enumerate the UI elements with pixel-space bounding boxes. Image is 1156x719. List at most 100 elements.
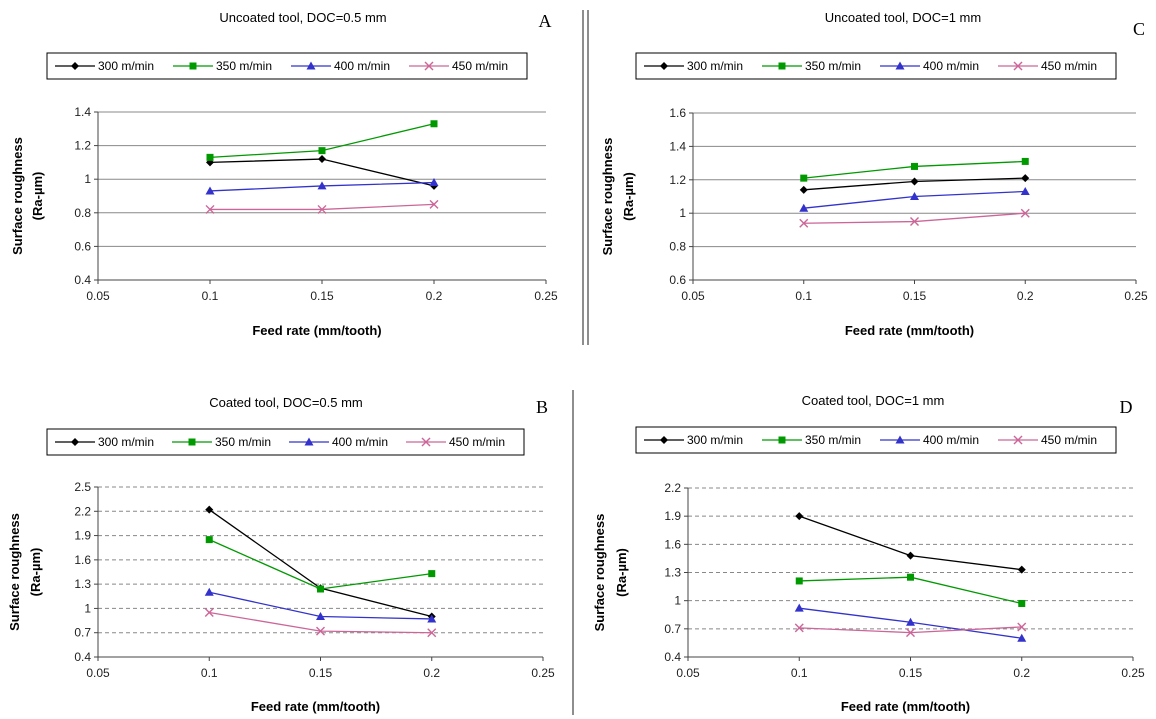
series-350-m-min bbox=[795, 573, 1026, 607]
data-point bbox=[911, 162, 918, 170]
y-tick-label: 0.4 bbox=[664, 650, 681, 664]
y-tick-label: 1.6 bbox=[74, 553, 91, 567]
legend-label: 450 m/min bbox=[449, 435, 505, 449]
x-axis-label: Feed rate (mm/tooth) bbox=[841, 699, 970, 714]
data-point bbox=[316, 626, 325, 636]
legend-item: 350 m/min bbox=[172, 435, 271, 449]
data-point bbox=[1021, 174, 1030, 183]
series-350-m-min bbox=[206, 120, 438, 161]
data-point bbox=[429, 178, 439, 187]
data-point bbox=[1017, 565, 1026, 574]
legend-label: 400 m/min bbox=[334, 59, 390, 73]
x-axis-label: Feed rate (mm/tooth) bbox=[252, 323, 381, 338]
chart-panel-a: Uncoated tool, DOC=0.5 mm A 300 m/min 350 m… bbox=[10, 10, 558, 338]
legend-marker-stroke bbox=[1013, 61, 1023, 71]
series-300-m-min bbox=[205, 505, 436, 621]
legend-label: 350 m/min bbox=[216, 59, 272, 73]
legend-item: 300 m/min bbox=[55, 59, 154, 73]
legend-marker bbox=[778, 436, 786, 444]
series-350-m-min bbox=[800, 157, 1029, 182]
x-tick-label: 0.05 bbox=[86, 666, 110, 680]
data-point bbox=[1020, 186, 1030, 195]
legend-marker bbox=[1013, 435, 1023, 445]
legend-label: 300 m/min bbox=[98, 435, 154, 449]
data-point bbox=[1017, 633, 1027, 642]
y-tick-label: 1 bbox=[679, 206, 686, 220]
data-point bbox=[794, 623, 804, 633]
data-point bbox=[907, 573, 914, 581]
x-tick-label: 0.05 bbox=[86, 289, 110, 303]
data-point-stroke bbox=[316, 626, 325, 636]
series-400-m-min bbox=[205, 178, 439, 195]
y-tick-label: 1.4 bbox=[74, 105, 91, 119]
x-tick-label: 0.15 bbox=[903, 289, 927, 303]
y-tick-label: 1.2 bbox=[74, 139, 91, 153]
data-point-stroke bbox=[429, 199, 439, 209]
legend-marker bbox=[660, 436, 668, 444]
y-tick-label: 0.6 bbox=[74, 239, 91, 253]
data-point bbox=[318, 147, 326, 155]
y-tick-label: 1 bbox=[84, 601, 91, 615]
legend-marker bbox=[424, 61, 434, 71]
y-tick-label: 1.9 bbox=[664, 509, 681, 523]
y-tick-label: 0.6 bbox=[669, 273, 686, 287]
legend-label: 300 m/min bbox=[687, 59, 743, 73]
y-tick-label: 1.3 bbox=[664, 566, 681, 580]
legend-item: 400 m/min bbox=[289, 435, 388, 449]
legend-label: 450 m/min bbox=[1041, 433, 1097, 447]
y-tick-label: 1.6 bbox=[664, 537, 681, 551]
y-axis-label-unit: (Ra-µm) bbox=[28, 548, 43, 597]
panel-letter: A bbox=[539, 11, 552, 31]
y-tick-label: 0.8 bbox=[669, 240, 686, 254]
legend-item: 450 m/min bbox=[406, 435, 505, 449]
data-point bbox=[205, 204, 215, 214]
legend-item: 450 m/min bbox=[998, 433, 1097, 447]
data-point bbox=[910, 217, 919, 227]
legend-item: 300 m/min bbox=[55, 435, 154, 449]
chart-panel-d: Coated tool, DOC=1 mm D 300 m/min 350 m/min… bbox=[592, 393, 1145, 714]
series-300-m-min bbox=[795, 512, 1026, 574]
y-tick-label: 1.4 bbox=[669, 139, 686, 153]
legend-marker bbox=[189, 62, 197, 70]
x-tick-label: 0.05 bbox=[681, 289, 705, 303]
legend-item: 400 m/min bbox=[880, 433, 979, 447]
legend: 300 m/min 350 m/min 400 m/min 450 m/min bbox=[635, 426, 1117, 454]
series-450-m-min bbox=[794, 622, 1027, 638]
y-tick-label: 1 bbox=[84, 172, 91, 186]
x-tick-label: 0.25 bbox=[1124, 289, 1148, 303]
legend: 300 m/min 350 m/min 400 m/min 450 m/min bbox=[635, 52, 1117, 80]
data-point bbox=[799, 185, 808, 194]
x-tick-label: 0.1 bbox=[795, 289, 812, 303]
legend-label: 300 m/min bbox=[98, 59, 154, 73]
series-450-m-min bbox=[204, 607, 437, 638]
data-point-stroke bbox=[205, 204, 215, 214]
series-350-m-min bbox=[205, 536, 436, 593]
legend-label: 350 m/min bbox=[805, 59, 861, 73]
legend-item: 350 m/min bbox=[173, 59, 272, 73]
y-axis-label: Surface roughness bbox=[600, 138, 615, 256]
data-point bbox=[906, 628, 915, 638]
data-point bbox=[794, 603, 804, 612]
x-axis-label: Feed rate (mm/tooth) bbox=[845, 323, 974, 338]
y-tick-label: 0.7 bbox=[664, 622, 681, 636]
legend-marker-stroke bbox=[1013, 435, 1023, 445]
x-tick-label: 0.25 bbox=[534, 289, 558, 303]
legend-marker bbox=[778, 62, 786, 70]
legend-marker bbox=[188, 438, 196, 446]
y-axis-label-unit: (Ra-µm) bbox=[30, 172, 45, 221]
series-300-m-min bbox=[799, 174, 1030, 194]
series-line bbox=[208, 509, 432, 618]
panel-letter: C bbox=[1133, 19, 1145, 39]
legend-marker bbox=[421, 437, 431, 447]
legend-marker bbox=[895, 61, 905, 70]
legend-item: 450 m/min bbox=[409, 59, 508, 73]
x-tick-label: 0.1 bbox=[791, 666, 808, 680]
data-point bbox=[906, 617, 915, 626]
data-point bbox=[1020, 208, 1030, 218]
legend-marker-stroke bbox=[424, 61, 434, 71]
y-axis-label: Surface roughness bbox=[7, 513, 22, 631]
y-tick-label: 2.2 bbox=[664, 481, 681, 495]
x-tick-label: 0.05 bbox=[676, 666, 700, 680]
y-tick-label: 1 bbox=[674, 594, 681, 608]
